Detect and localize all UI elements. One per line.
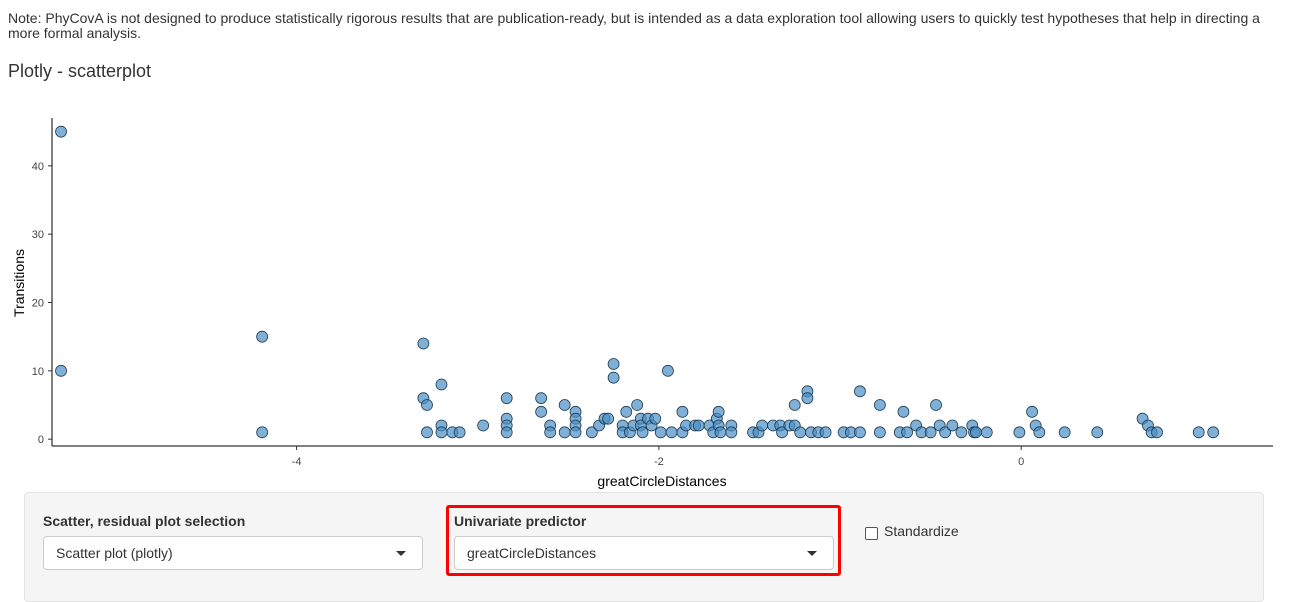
scatter-point[interactable]: [435, 426, 448, 439]
scatter-point[interactable]: [654, 426, 667, 439]
scatter-point[interactable]: [1033, 426, 1046, 439]
scatter-point[interactable]: [776, 426, 788, 439]
scatter-chart[interactable]: 0 10 20 30 40 -4 -2 0 greatCircleDistances Tran…: [0, 100, 1300, 492]
y-tick-label: 0: [38, 434, 44, 446]
scatter-point[interactable]: [946, 419, 959, 432]
scatter-point[interactable]: [631, 399, 644, 411]
scatter-point[interactable]: [665, 426, 678, 439]
plot-title: Plotly - scatterplot: [8, 61, 152, 81]
y-tick-label: 30: [32, 229, 44, 241]
predictor-highlight: [446, 505, 841, 576]
scatter-point[interactable]: [435, 378, 448, 391]
scatter-point[interactable]: [794, 426, 807, 439]
scatter-point[interactable]: [649, 412, 662, 425]
scatter-point[interactable]: [712, 405, 725, 418]
scatter-point[interactable]: [535, 405, 548, 418]
scatter-point[interactable]: [854, 426, 866, 439]
scatter-point[interactable]: [607, 358, 620, 370]
scatter-point[interactable]: [1026, 405, 1038, 418]
scatter-point[interactable]: [901, 426, 913, 439]
scatter-point[interactable]: [692, 419, 705, 432]
predictor-dropdown[interactable]: greatCircleDistances: [454, 536, 834, 570]
scatter-point[interactable]: [955, 426, 968, 439]
scatter-point[interactable]: [1058, 426, 1071, 439]
scatter-point[interactable]: [602, 412, 615, 425]
standardize-checkbox[interactable]: [865, 527, 878, 540]
scatter-point[interactable]: [873, 426, 886, 439]
scatter-point[interactable]: [756, 419, 769, 432]
y-tick-label: 10: [32, 366, 44, 378]
scatter-point[interactable]: [620, 405, 633, 418]
scatter-point[interactable]: [544, 426, 557, 439]
plot-selection-value: Scatter plot (plotly): [56, 545, 173, 561]
scatter-point[interactable]: [725, 426, 738, 439]
scatter-point[interactable]: [1091, 426, 1104, 439]
x-tick-label: -2: [654, 456, 664, 468]
scatter-point[interactable]: [819, 426, 832, 439]
scatter-point[interactable]: [55, 125, 67, 138]
scatter-point[interactable]: [453, 426, 466, 439]
scatter-point[interactable]: [676, 405, 689, 418]
x-axis-title: greatCircleDistances: [597, 473, 726, 489]
x-tick-label: -4: [292, 456, 302, 468]
chevron-down-icon: [807, 551, 817, 556]
predictor-label: Univariate predictor: [454, 513, 587, 529]
scatter-point[interactable]: [55, 364, 67, 377]
scatter-point[interactable]: [801, 392, 814, 405]
predictor-value: greatCircleDistances: [467, 545, 597, 561]
scatter-point[interactable]: [421, 399, 433, 411]
scatter-point[interactable]: [500, 426, 513, 439]
scatter-point[interactable]: [421, 426, 433, 439]
scatter-point[interactable]: [607, 371, 620, 384]
scatter-point[interactable]: [558, 426, 571, 439]
y-tick-label: 40: [32, 161, 44, 173]
scatter-point[interactable]: [585, 426, 598, 439]
chevron-down-icon: [396, 551, 406, 556]
scatter-point[interactable]: [897, 405, 910, 418]
disclaimer-note: Note: PhyCovA is not designed to produce…: [8, 10, 1260, 41]
scatter-point[interactable]: [636, 426, 649, 439]
plot-selection-dropdown[interactable]: Scatter plot (plotly): [43, 536, 423, 570]
scatter-point[interactable]: [569, 426, 582, 439]
scatter-point[interactable]: [535, 392, 548, 405]
scatter-point[interactable]: [500, 392, 513, 405]
standardize-label: Standardize: [884, 523, 959, 539]
scatter-point[interactable]: [873, 399, 886, 411]
scatter-point[interactable]: [1192, 426, 1205, 439]
scatter-point[interactable]: [1151, 426, 1163, 439]
scatter-point[interactable]: [417, 337, 430, 350]
plot-selection-label: Scatter, residual plot selection: [43, 513, 246, 529]
scatter-point[interactable]: [924, 426, 937, 439]
scatter-point[interactable]: [256, 330, 269, 343]
scatter-point[interactable]: [1013, 426, 1026, 439]
scatter-point[interactable]: [854, 385, 866, 398]
scatter-point[interactable]: [558, 399, 571, 411]
scatter-point[interactable]: [256, 426, 269, 439]
scatter-point[interactable]: [662, 364, 674, 377]
x-tick-label: 0: [1018, 456, 1024, 468]
scatter-point[interactable]: [477, 419, 490, 432]
scatter-point[interactable]: [714, 426, 727, 439]
scatter-point[interactable]: [980, 426, 993, 439]
y-tick-label: 20: [32, 298, 44, 310]
scatter-point[interactable]: [939, 426, 952, 439]
scatter-point[interactable]: [1207, 426, 1220, 439]
scatter-point[interactable]: [930, 399, 942, 411]
scatter-point[interactable]: [970, 426, 982, 439]
y-axis-title: Transitions: [11, 249, 27, 317]
scatter-point[interactable]: [788, 399, 801, 411]
